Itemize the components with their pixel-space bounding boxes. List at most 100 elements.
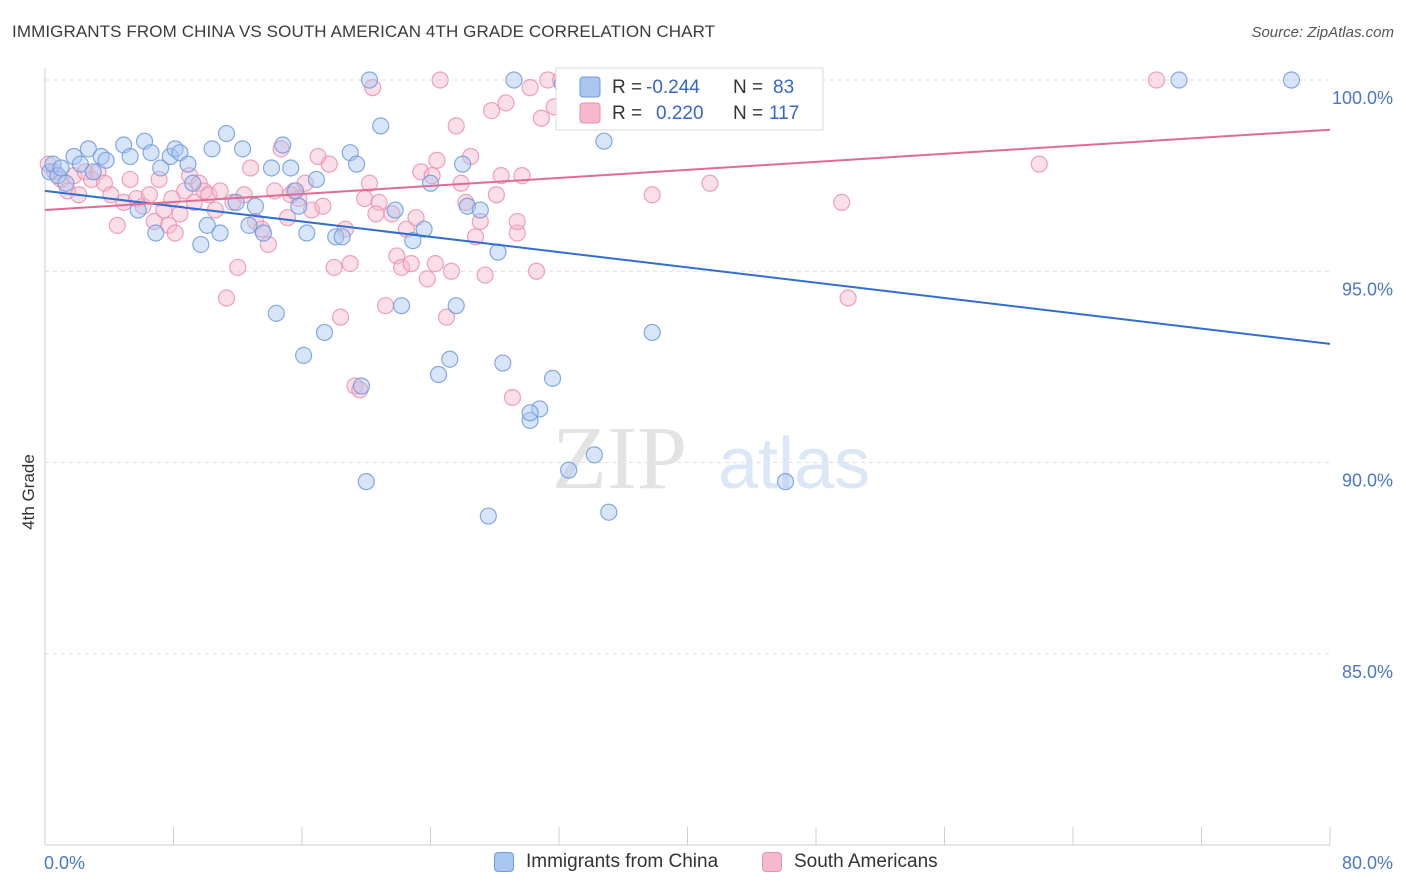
- china-point-77: [1170, 71, 1188, 89]
- series-immigrants-from-china: [41, 71, 1301, 525]
- south-point-65: [402, 255, 420, 273]
- china-point-46: [348, 155, 366, 173]
- china-point-10: [97, 151, 115, 169]
- china-point-31: [246, 197, 265, 215]
- china-point-51: [386, 201, 404, 219]
- china-point-70: [560, 461, 578, 479]
- south-point-57: [360, 174, 379, 192]
- legend-item-south[interactable]: South Americans: [762, 851, 938, 873]
- china-point-42: [315, 323, 334, 342]
- china-point-4: [57, 174, 75, 192]
- y-tick-label-2: 95.0%: [1342, 279, 1393, 299]
- south-point-80: [476, 266, 494, 284]
- legend-box: R = -0.244 N = 83 R = 0.220 N = 117: [555, 67, 824, 131]
- south-point-36: [242, 159, 260, 177]
- china-point-48: [357, 473, 375, 491]
- south-point-53: [341, 255, 359, 273]
- china-point-58: [447, 297, 465, 315]
- x-tick-label-1: 80.0%: [1342, 853, 1393, 873]
- china-point-40: [298, 224, 316, 242]
- china-point-25: [203, 140, 221, 158]
- legend-n-label-south: N =: [733, 103, 763, 124]
- china-point-56: [429, 365, 448, 384]
- south-point-113: [426, 255, 444, 273]
- south-point-32: [217, 289, 236, 307]
- y-tick-label-1: 90.0%: [1342, 471, 1393, 491]
- south-point-67: [412, 163, 430, 181]
- trend-lines: [44, 128, 1331, 345]
- legend-item-china[interactable]: Immigrants from China: [494, 851, 718, 873]
- axes: [44, 68, 1331, 846]
- china-point-41: [307, 170, 326, 189]
- china-point-8: [84, 163, 102, 181]
- legend-n-value-south: 117: [769, 103, 799, 124]
- china-point-52: [392, 297, 411, 315]
- south-point-16: [140, 186, 159, 204]
- y-tick-label-0: 85.0%: [1342, 662, 1393, 682]
- south-point-74: [447, 117, 465, 135]
- legend-label-south: South Americans: [794, 851, 938, 872]
- south-point-110: [839, 289, 857, 307]
- legend-r-label-china: R =: [612, 77, 642, 98]
- legend-swatch-south: [579, 102, 601, 124]
- south-point-31: [211, 182, 229, 200]
- china-point-6: [71, 155, 89, 173]
- south-point-109: [833, 193, 851, 211]
- watermark-zip: ZIP: [552, 409, 687, 508]
- china-point-47: [352, 377, 371, 395]
- china-point-17: [152, 159, 170, 177]
- tick-labels: 85.0% 90.0% 95.0% 100.0% 0.0% 80.0%: [44, 88, 1393, 873]
- south-point-112: [1147, 71, 1166, 89]
- south-point-12: [115, 193, 133, 211]
- south-point-56: [356, 189, 374, 208]
- china-point-37: [286, 182, 305, 200]
- china-point-32: [254, 224, 273, 242]
- china-point-15: [142, 144, 160, 162]
- china-point-60: [458, 197, 477, 215]
- china-point-50: [372, 117, 390, 135]
- china-point-55: [421, 174, 440, 192]
- south-point-88: [521, 79, 539, 97]
- source-label: Source: ZipAtlas.com: [1251, 24, 1394, 41]
- china-point-22: [184, 174, 202, 192]
- china-point-64: [494, 354, 512, 372]
- china-point-76: [776, 473, 795, 491]
- south-point-13: [121, 170, 139, 189]
- south-point-22: [166, 224, 184, 242]
- china-point-72: [595, 132, 613, 150]
- south-point-82: [487, 186, 505, 204]
- china-point-38: [290, 197, 308, 215]
- south-point-42: [278, 209, 297, 227]
- trend-line-south: [44, 128, 1331, 212]
- china-point-68: [543, 369, 562, 387]
- trend-line-china: [44, 189, 1331, 345]
- south-point-51: [331, 308, 350, 326]
- china-point-33: [262, 159, 281, 177]
- china-point-16: [147, 224, 165, 242]
- china-point-43: [327, 228, 345, 246]
- china-point-57: [441, 350, 459, 368]
- china-point-23: [192, 235, 210, 254]
- legend-label-china: Immigrants from China: [526, 851, 719, 872]
- china-point-49: [360, 71, 379, 89]
- south-point-68: [418, 270, 436, 288]
- y-tick-label-3: 100.0%: [1332, 88, 1393, 108]
- china-point-21: [179, 155, 197, 173]
- legend-square-china: [494, 852, 514, 872]
- grid-lines: [45, 79, 1330, 655]
- south-point-111: [1030, 155, 1048, 173]
- bottom-legend: Immigrants from China South Americans: [0, 851, 1406, 879]
- south-point-50: [325, 258, 343, 277]
- south-point-63: [392, 258, 411, 277]
- south-point-48: [314, 197, 332, 215]
- china-point-71: [585, 446, 603, 464]
- legend-n-value-china: 83: [773, 77, 794, 98]
- china-point-54: [415, 220, 433, 238]
- china-point-3: [52, 159, 70, 177]
- china-point-67: [531, 400, 549, 418]
- south-point-70: [428, 151, 446, 169]
- south-point-114: [508, 212, 526, 231]
- south-point-106: [643, 186, 661, 204]
- y-axis-label: 4th Grade: [19, 454, 38, 530]
